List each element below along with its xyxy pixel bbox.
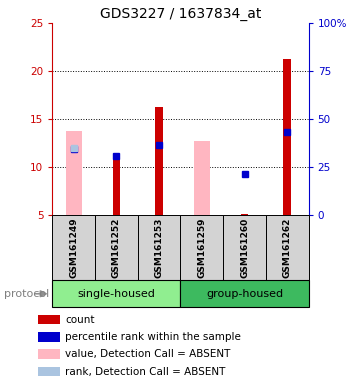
Text: GSM161259: GSM161259 (197, 217, 206, 278)
Bar (180, 280, 309, 307)
Bar (52, 280, 180, 307)
Bar (283, 59, 291, 215)
Bar (113, 157, 120, 215)
Bar (180, 215, 223, 280)
Text: group-housed: group-housed (206, 289, 283, 299)
Text: GSM161252: GSM161252 (112, 217, 121, 278)
Bar (194, 141, 210, 215)
Text: percentile rank within the sample: percentile rank within the sample (65, 332, 241, 342)
Bar (138, 215, 180, 280)
Text: GSM161262: GSM161262 (283, 217, 292, 278)
Text: count: count (65, 314, 95, 325)
Text: single-housed: single-housed (78, 289, 155, 299)
Text: GSM161260: GSM161260 (240, 218, 249, 278)
Bar (95, 215, 138, 280)
Bar (38, 349, 60, 359)
Bar (38, 367, 60, 376)
Text: GSM161253: GSM161253 (155, 217, 164, 278)
Bar (266, 215, 309, 280)
Text: rank, Detection Call = ABSENT: rank, Detection Call = ABSENT (65, 366, 226, 377)
Bar (155, 107, 163, 215)
Bar (66, 131, 82, 215)
Bar (223, 215, 266, 280)
Text: GSM161249: GSM161249 (69, 217, 78, 278)
Bar (52, 215, 95, 280)
Bar (241, 214, 248, 215)
Text: value, Detection Call = ABSENT: value, Detection Call = ABSENT (65, 349, 231, 359)
Text: protocol: protocol (4, 289, 49, 299)
Title: GDS3227 / 1637834_at: GDS3227 / 1637834_at (100, 7, 261, 21)
Bar (38, 315, 60, 324)
Bar (38, 332, 60, 342)
